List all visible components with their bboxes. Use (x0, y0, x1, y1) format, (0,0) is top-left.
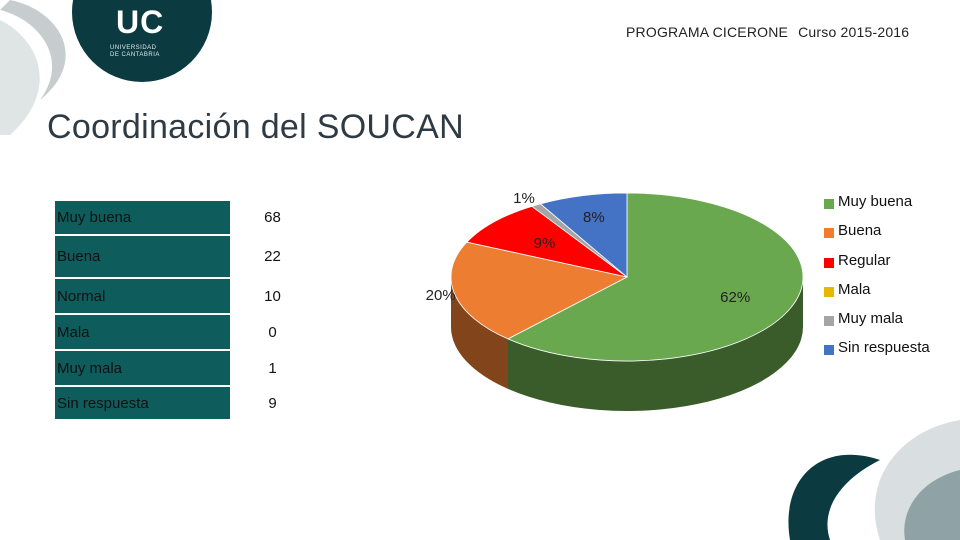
row-value: 10 (228, 278, 315, 315)
logo-line2: DE CANTABRIA (110, 52, 160, 58)
row-value: 9 (228, 386, 315, 421)
pie-labels: 62% 20% 9% 1% 8% (426, 190, 751, 306)
pie-side-muy-buena (507, 277, 803, 411)
table-row: Mala 0 (55, 314, 315, 351)
row-label: Muy buena (55, 201, 229, 236)
row-label: Normal (55, 278, 229, 315)
legend-swatch (824, 257, 834, 268)
pie-slice-regular (466, 205, 628, 278)
table-row: Sin respuesta 9 (55, 386, 315, 421)
right-swoosh-mid (904, 470, 960, 540)
legend-swatch (824, 316, 834, 327)
legend-swatch (824, 228, 834, 239)
legend-label: Muy buena (838, 193, 913, 210)
pie-slices (450, 192, 804, 362)
left-swoosh (0, 20, 40, 135)
data-label-sin-respuesta: 8% (583, 209, 605, 226)
slide-title: Coordinación del SOUCAN (47, 108, 464, 146)
logo-mark: UC (116, 4, 165, 40)
legend-label: Regular (838, 251, 891, 269)
legend-label: Sin respuesta (838, 339, 930, 357)
row-value: 1 (228, 350, 315, 387)
legend-label: Buena (838, 222, 882, 240)
data-label-muy-buena: 62% (720, 289, 750, 306)
legend-label: Muy mala (838, 310, 904, 328)
row-label: Muy mala (55, 350, 229, 387)
header-program: PROGRAMA CICERONE (626, 24, 789, 40)
header-course: Curso 2015-2016 (798, 24, 910, 40)
pie-side-buena (451, 277, 508, 389)
pie-slice-sin-respuesta (539, 192, 628, 278)
table-row: Normal 10 (55, 278, 315, 315)
table-row: Buena 22 (55, 235, 315, 279)
row-value: 68 (228, 201, 315, 236)
row-value: 0 (228, 314, 315, 351)
header: PROGRAMA CICERONE Curso 2015-2016 (626, 24, 909, 40)
row-value: 22 (228, 235, 315, 279)
pie-slice-muy-buena (507, 192, 804, 362)
left-swoosh-inner (0, 0, 66, 100)
results-table: Muy buena 68 Buena 22 Normal 10 Mala 0 M… (55, 201, 315, 421)
table-row: Muy mala 1 (55, 350, 315, 387)
legend-label: Mala (838, 280, 871, 298)
data-label-regular: 9% (534, 235, 556, 252)
row-label: Buena (55, 235, 229, 279)
logo-line1: UNIVERSIDAD (110, 45, 157, 51)
row-label: Sin respuesta (55, 386, 229, 421)
legend-swatch (824, 199, 834, 209)
right-swoosh-dark (788, 454, 880, 540)
legend-swatch (824, 345, 834, 356)
row-label: Mala (55, 314, 229, 351)
data-label-buena: 20% (426, 287, 456, 304)
legend-swatch (824, 286, 834, 297)
data-label-muy-mala: 1% (513, 190, 535, 207)
table-row: Muy buena 68 (55, 201, 315, 236)
pie-slice-buena (450, 241, 629, 340)
